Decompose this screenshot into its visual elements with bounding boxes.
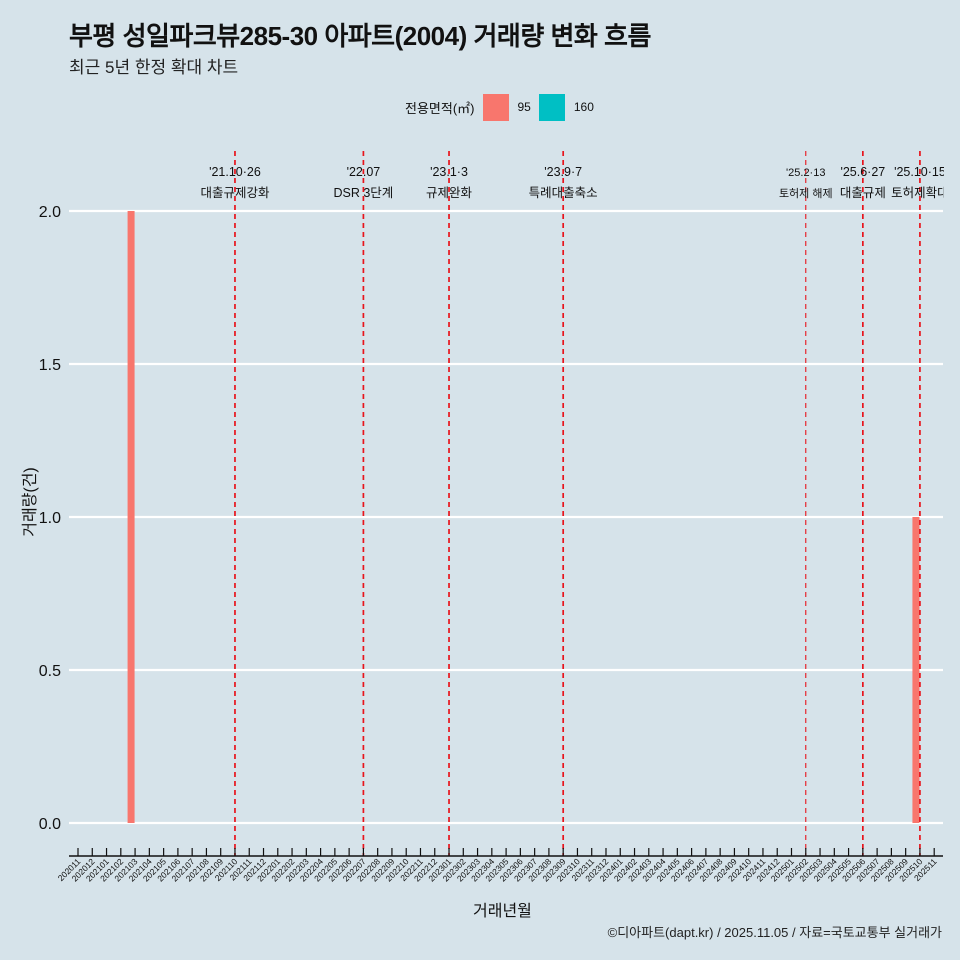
event-date-label: '25.2·13 (786, 167, 825, 179)
event-date-label: '23.1·3 (430, 165, 468, 179)
legend-label-95: 95 (517, 100, 531, 114)
y-tick-label: 2.0 (39, 204, 61, 221)
y-tick-label: 1.5 (39, 357, 61, 374)
event-label: 토허제 해제 (779, 186, 833, 200)
legend-label-160: 160 (573, 100, 594, 114)
event-date-label: '25.10·15 (894, 165, 946, 179)
chart-subtitle: 최근 5년 한정 확대 차트 (69, 58, 239, 77)
event-date-label: '22.07 (347, 165, 381, 179)
x-axis-title: 거래년월 (473, 903, 532, 920)
right-clip (944, 150, 960, 205)
legend: 전용면적(㎡) 95 160 (405, 93, 602, 121)
y-tick-label: 0.0 (39, 816, 61, 833)
y-axis-title: 거래량(건) (22, 467, 39, 537)
legend-title: 전용면적(㎡) (405, 100, 475, 116)
legend-swatch-160 (538, 93, 565, 121)
source-caption: ©디아파트(dapt.kr) / 2025.11.05 / 자료=국토교통부 실… (607, 925, 942, 940)
y-tick-label: 1.0 (39, 510, 61, 527)
chart-title: 부평 성일파크뷰285-30 아파트(2004) 거래량 변화 흐름 (69, 21, 651, 51)
event-label: 대출규제강화 (200, 186, 270, 200)
event-label: 규제완화 (426, 186, 473, 200)
event-date-label: '25.6·27 (840, 165, 885, 179)
event-label: 토허제확대 (891, 186, 949, 200)
event-label: DSR 3단계 (333, 186, 393, 200)
event-label: 특례대출축소 (529, 186, 598, 200)
event-label: 대출규제 (840, 186, 886, 200)
bar-95 (912, 517, 920, 823)
event-date-label: '23.9·7 (544, 165, 582, 179)
y-tick-label: 0.5 (39, 663, 61, 680)
event-date-label: '21.10·26 (209, 165, 261, 179)
legend-swatch-95 (482, 93, 509, 121)
bar-95 (127, 211, 135, 823)
